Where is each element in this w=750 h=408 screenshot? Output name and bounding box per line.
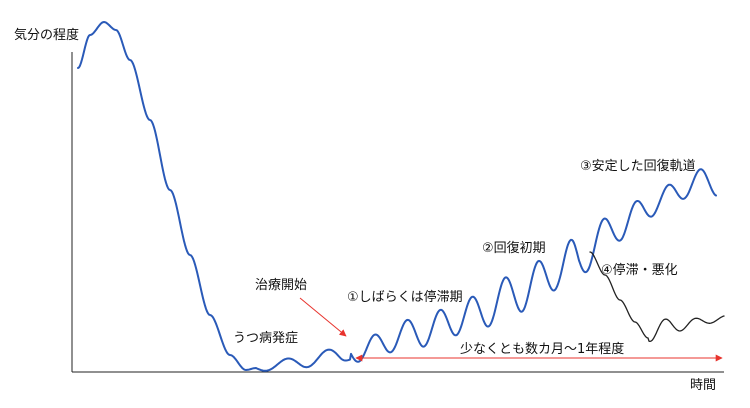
x-axis-label: 時間 [690, 378, 717, 393]
phase1-label: ①しばらくは停滞期 [347, 290, 463, 305]
phase4-label: ④停滞・悪化 [601, 263, 678, 278]
phase2-label: ②回復初期 [482, 241, 546, 256]
phase3-label: ③安定した回復軌道 [580, 159, 696, 174]
treatment-pointer-arrow [299, 297, 347, 337]
onset-label: うつ病発症 [233, 331, 299, 346]
mood-curve [77, 21, 717, 372]
relapse-curve [589, 251, 725, 343]
y-axis-label: 気分の程度 [14, 28, 80, 43]
treatment-start-label: 治療開始 [255, 278, 308, 293]
duration-label: 少なくとも数カ月〜1年程度 [460, 342, 625, 357]
